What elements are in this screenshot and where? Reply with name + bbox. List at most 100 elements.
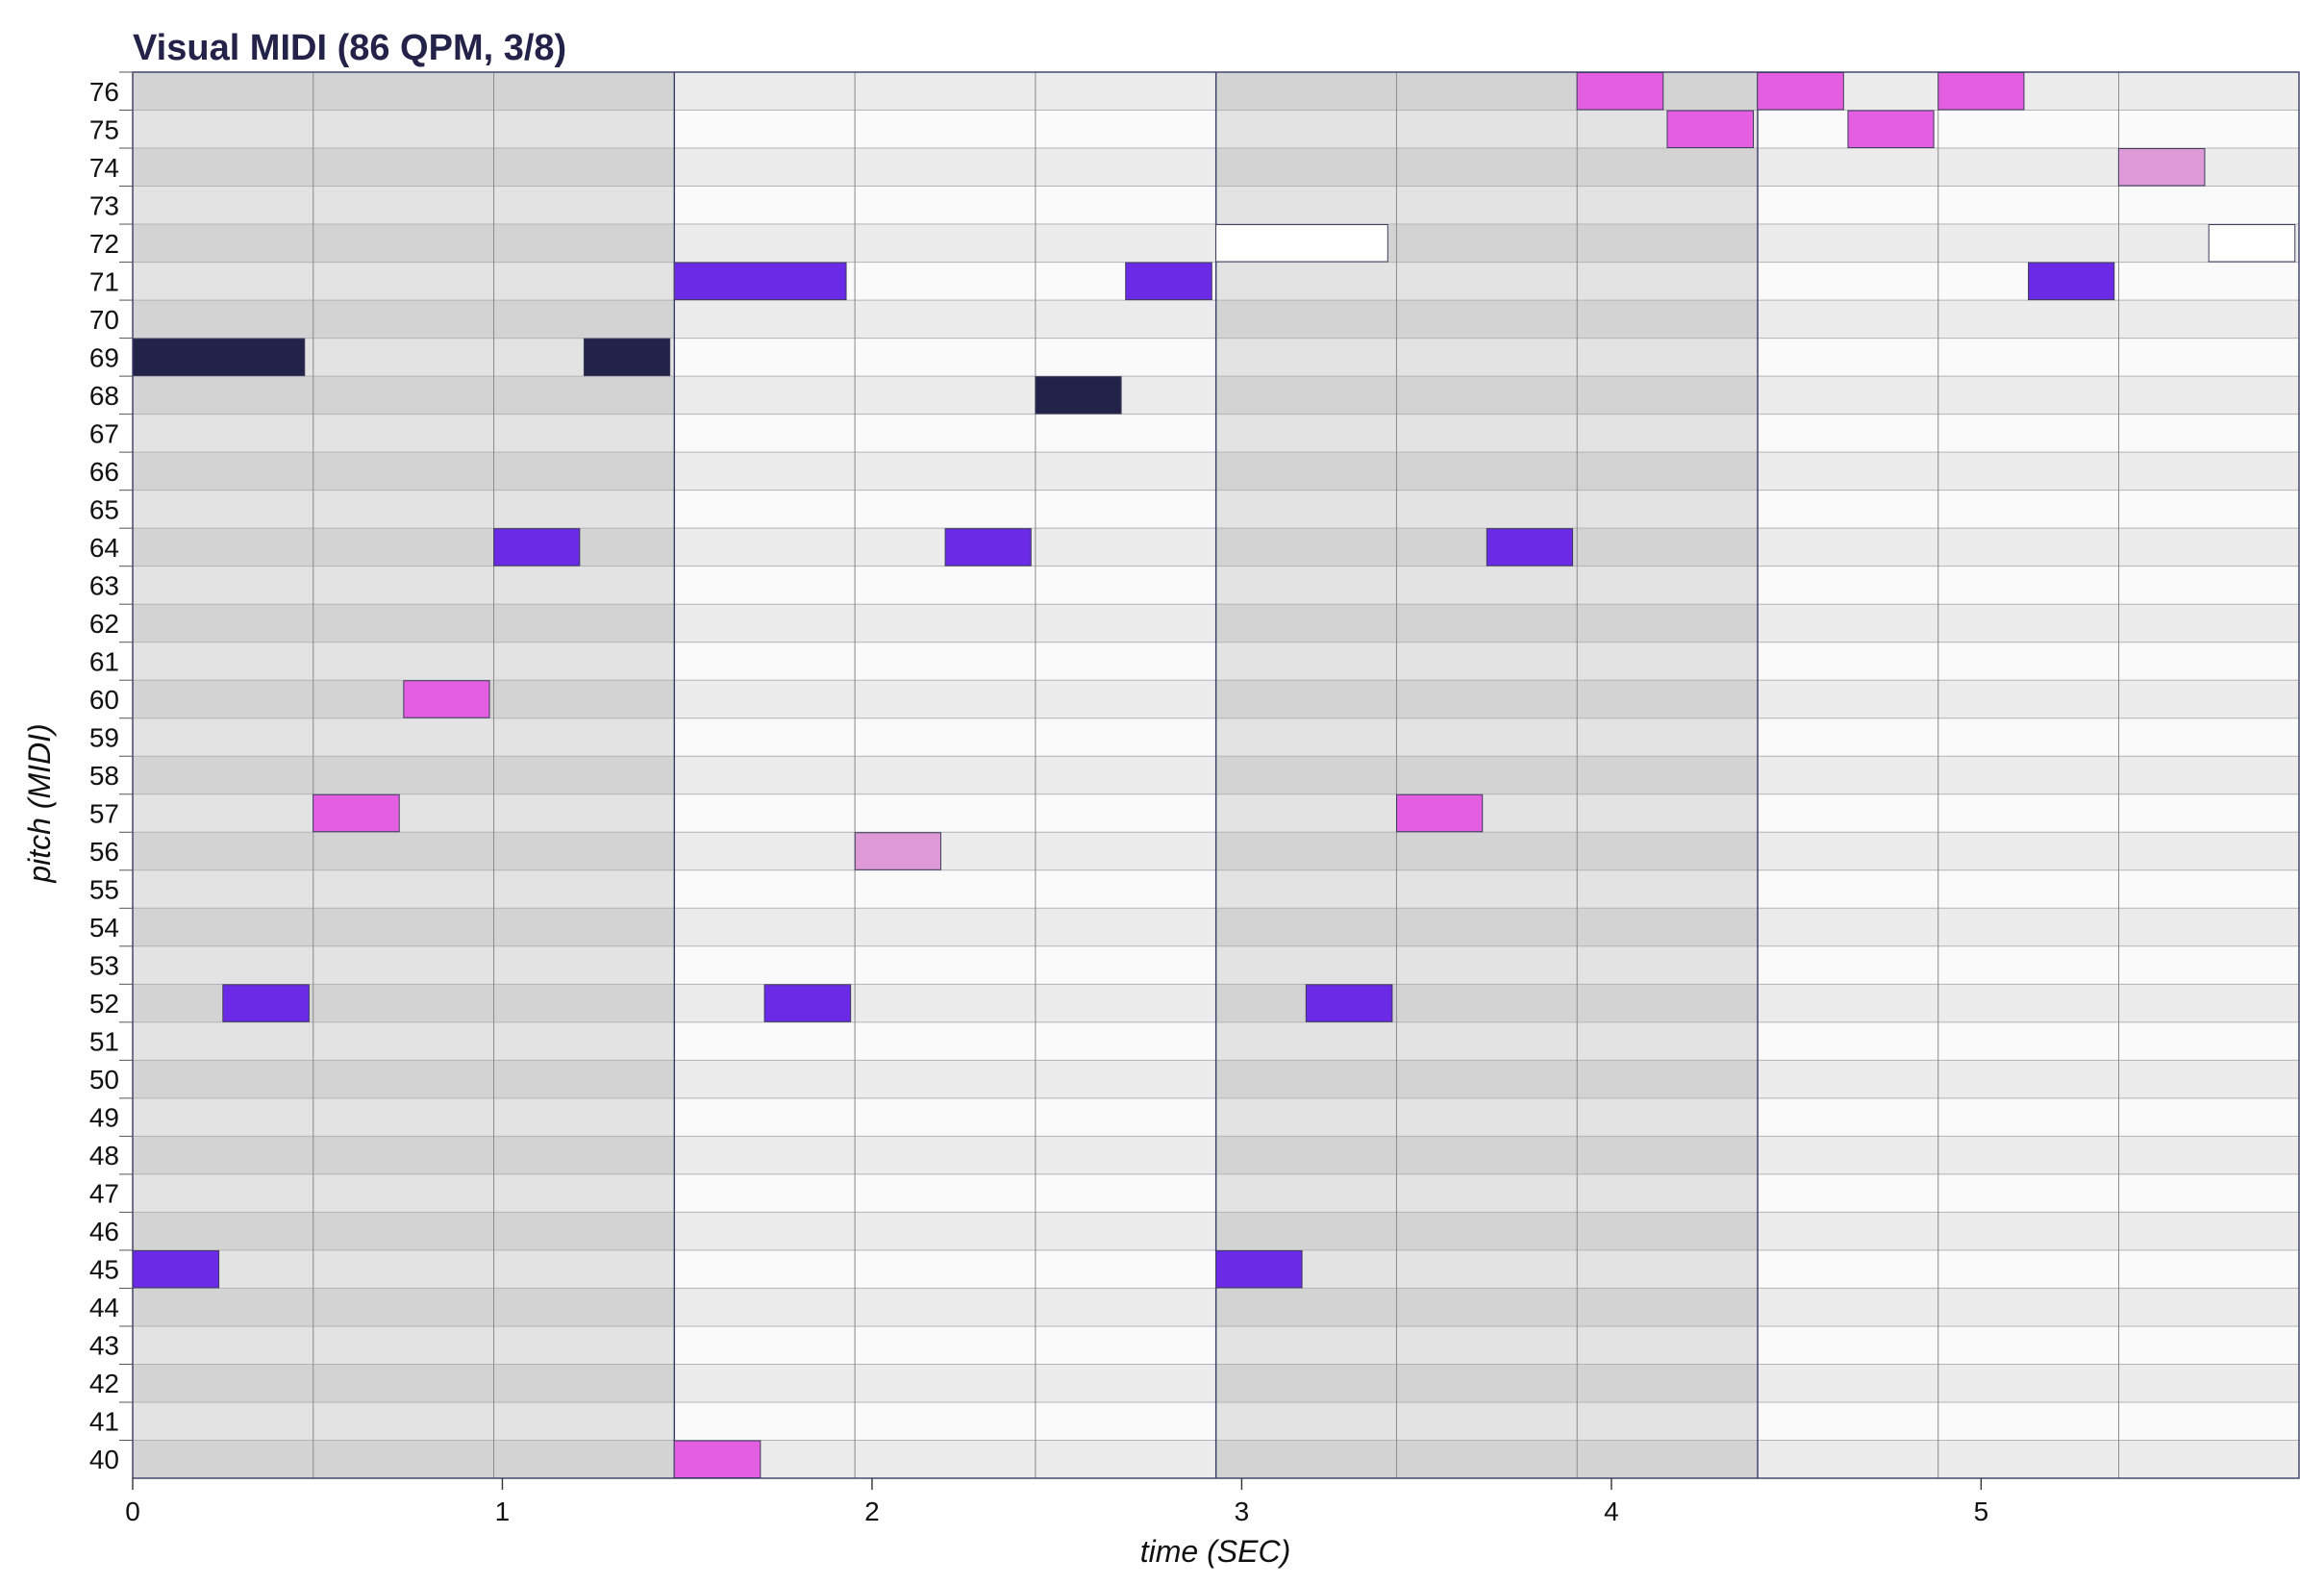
background-cell bbox=[1215, 1136, 1758, 1174]
y-axis-label: pitch (MIDI) bbox=[22, 723, 57, 883]
note-71 bbox=[2028, 262, 2115, 301]
background-cell bbox=[133, 604, 675, 642]
y-tick-label: 64 bbox=[89, 533, 119, 563]
y-tick-label: 69 bbox=[89, 342, 119, 372]
y-tick-label: 72 bbox=[89, 229, 119, 259]
background-cell bbox=[1757, 1173, 2299, 1213]
background-cell bbox=[1215, 72, 1758, 111]
note-72 bbox=[1215, 224, 1388, 263]
background-cell bbox=[133, 945, 675, 985]
background-cell bbox=[1215, 604, 1758, 642]
background-cell bbox=[1757, 72, 2299, 111]
background-cell bbox=[1757, 110, 2299, 149]
background-cell bbox=[133, 1440, 675, 1478]
background-cell bbox=[1215, 148, 1758, 187]
background-cell bbox=[1215, 1060, 1758, 1098]
x-tick-label: 3 bbox=[1235, 1497, 1250, 1526]
background-cell bbox=[1757, 452, 2299, 491]
background-cell bbox=[1215, 490, 1758, 529]
background-cell bbox=[133, 1173, 675, 1213]
background-cell bbox=[674, 414, 1216, 453]
background-cell bbox=[133, 1325, 675, 1365]
background-cell bbox=[674, 756, 1216, 794]
note-69 bbox=[132, 338, 306, 377]
background-cell bbox=[1757, 490, 2299, 529]
background-cell bbox=[674, 908, 1216, 946]
note-57 bbox=[312, 793, 400, 833]
background-cell bbox=[1215, 414, 1758, 453]
background-cell bbox=[1215, 756, 1758, 794]
y-tick-label: 75 bbox=[89, 114, 119, 144]
background-cell bbox=[674, 72, 1216, 111]
axes bbox=[132, 71, 2300, 1479]
background-cell bbox=[1757, 945, 2299, 985]
y-axis-ticks: 76 75 74 73 72 71 70 69 68 67 66 65 64 63 62 61 60 59 58 57… bbox=[89, 71, 133, 1474]
y-tick-label: 45 bbox=[89, 1255, 119, 1285]
y-tick-label: 48 bbox=[89, 1141, 119, 1170]
background-cell bbox=[133, 1364, 675, 1402]
y-tick-label: 52 bbox=[89, 989, 119, 1019]
background-cell bbox=[133, 452, 675, 491]
background-cell bbox=[1215, 680, 1758, 718]
y-tick-label: 49 bbox=[89, 1103, 119, 1133]
y-tick-label: 76 bbox=[89, 77, 119, 107]
background-cell bbox=[133, 1021, 675, 1061]
background-cell bbox=[133, 1060, 675, 1098]
x-tick-label: 1 bbox=[495, 1497, 511, 1526]
background-cell bbox=[1215, 642, 1758, 681]
background-cell bbox=[1757, 1401, 2299, 1441]
background-cell bbox=[1757, 869, 2299, 909]
note-64 bbox=[1486, 528, 1574, 566]
background-cell bbox=[674, 1212, 1216, 1250]
background-cell bbox=[133, 262, 675, 301]
y-tick-label: 51 bbox=[89, 1027, 119, 1057]
background-cell bbox=[674, 490, 1216, 529]
background-cell bbox=[1757, 376, 2299, 415]
background-cell bbox=[1215, 908, 1758, 946]
x-axis-label: time (SEC) bbox=[1140, 1534, 1290, 1569]
background-cell bbox=[1757, 756, 2299, 794]
plot-frame bbox=[132, 71, 2300, 1479]
background-cell bbox=[133, 1249, 675, 1289]
background-cell bbox=[674, 1097, 1216, 1137]
background-cell bbox=[1215, 1249, 1758, 1289]
background-cell bbox=[1215, 452, 1758, 491]
background-cell bbox=[1757, 1364, 2299, 1402]
grid-lines bbox=[133, 71, 2299, 1479]
background-cell bbox=[133, 984, 675, 1022]
background-cell bbox=[674, 186, 1216, 225]
background-cell bbox=[133, 1212, 675, 1250]
background-cell bbox=[674, 1173, 1216, 1213]
background-cell bbox=[1215, 1401, 1758, 1441]
background-cell bbox=[1215, 1288, 1758, 1326]
x-tick-label: 0 bbox=[125, 1497, 140, 1526]
y-tick-label: 62 bbox=[89, 609, 119, 639]
background-cell bbox=[133, 756, 675, 794]
background-cell bbox=[1215, 376, 1758, 415]
background-cell bbox=[674, 832, 1216, 870]
background-cell bbox=[1215, 338, 1758, 377]
background-cell bbox=[674, 1288, 1216, 1326]
y-tick-label: 41 bbox=[89, 1407, 119, 1437]
background-cell bbox=[674, 1136, 1216, 1174]
background-cell bbox=[674, 1401, 1216, 1441]
note-64 bbox=[493, 528, 581, 566]
background-cell bbox=[1215, 717, 1758, 757]
y-tick-label: 70 bbox=[89, 305, 119, 335]
background-cell bbox=[133, 528, 675, 566]
background-cell bbox=[1757, 793, 2299, 833]
background-cell bbox=[133, 566, 675, 605]
note-71 bbox=[1125, 262, 1212, 301]
background-cell bbox=[674, 717, 1216, 757]
y-tick-label: 65 bbox=[89, 494, 119, 524]
background-cell bbox=[674, 452, 1216, 491]
note-45 bbox=[1215, 1249, 1303, 1289]
background-cell bbox=[1757, 566, 2299, 605]
y-tick-label: 57 bbox=[89, 799, 119, 829]
background-cell bbox=[674, 945, 1216, 985]
background-cell bbox=[133, 793, 675, 833]
background-cell bbox=[133, 490, 675, 529]
note-52 bbox=[763, 984, 852, 1022]
y-tick-label: 71 bbox=[89, 266, 119, 296]
